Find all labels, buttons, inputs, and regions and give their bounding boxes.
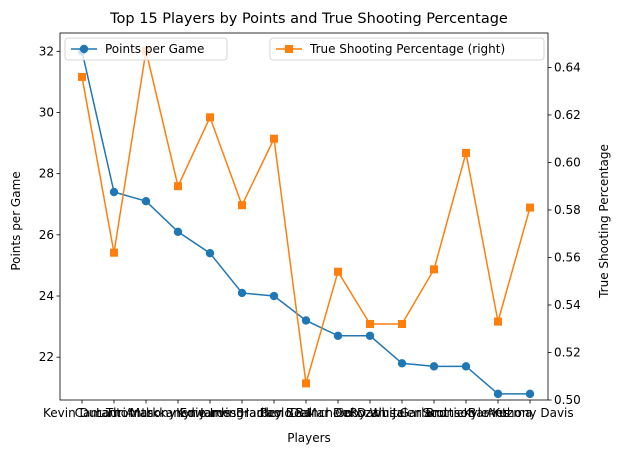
- points-per-game-point: [461, 362, 471, 371]
- x-axis-label: Players: [287, 431, 331, 445]
- right-y-tick-label: 0.50: [554, 393, 581, 407]
- x-tick-label: Darius Garland: [357, 406, 447, 420]
- x-tick-label: Jalen Brunson: [392, 406, 476, 420]
- legend-0: Points per Game: [64, 37, 228, 61]
- right-y-tick-label: 0.64: [554, 60, 581, 74]
- points-per-game-line: [81, 51, 530, 395]
- right-y-tick-label: 0.54: [554, 298, 581, 312]
- x-tick-label: Scottie Barnes: [422, 406, 509, 420]
- x-tick-label: Kyle Kuzma: [464, 406, 533, 420]
- true-shooting-point: [110, 248, 118, 257]
- x-tick-label: Anthony Davis: [486, 406, 573, 420]
- true-shooting-point: [430, 265, 438, 274]
- points-per-game-point: [109, 187, 119, 197]
- true-shooting-point: [78, 72, 86, 81]
- left-y-tick-label: 26: [39, 228, 54, 242]
- x-tick-label: Kyrie Irving: [176, 406, 244, 420]
- legend-marker: [285, 45, 293, 53]
- x-tick-label: Kevin Durant: [43, 406, 121, 420]
- points-per-game-point: [429, 362, 439, 371]
- left-y-tick-label: 32: [39, 44, 54, 58]
- points-per-game-point: [173, 227, 183, 236]
- true-shooting-point: [366, 319, 374, 328]
- points-per-game-point: [333, 331, 343, 340]
- points-per-game-point: [237, 288, 247, 298]
- x-tick-label: Cam Thomas: [75, 406, 154, 420]
- right-y-tick-label: 0.56: [554, 250, 581, 264]
- x-tick-label: James Harden: [199, 406, 284, 420]
- points-per-game-point: [397, 359, 407, 368]
- points-per-game-point: [493, 389, 503, 399]
- x-tick-label: Bradley Beal: [236, 406, 312, 420]
- points-per-game-point: [301, 316, 311, 325]
- left-y-tick-label: 30: [39, 106, 54, 120]
- right-y-tick-label: 0.62: [554, 108, 581, 122]
- chart-title: Top 15 Players by Points and True Shooti…: [109, 11, 508, 27]
- points-per-game-point: [205, 249, 215, 258]
- true-shooting-point: [206, 113, 214, 122]
- points-per-game-point: [525, 389, 535, 399]
- true-shooting-point: [494, 317, 502, 326]
- points-per-game-point: [269, 291, 279, 301]
- true-shooting-point: [398, 319, 406, 328]
- right-y-tick-label: 0.60: [554, 155, 581, 169]
- points-per-game-point: [365, 331, 375, 340]
- true-shooting-point: [238, 201, 246, 210]
- right-y-tick-label: 0.58: [554, 203, 581, 217]
- true-shooting-point: [302, 379, 310, 388]
- left-y-axis-label: Points per Game: [9, 171, 23, 270]
- legend-marker: [79, 44, 89, 54]
- true-shooting-point: [462, 148, 470, 157]
- plot-frame: [59, 32, 549, 401]
- true-shooting-line: [81, 50, 531, 384]
- left-y-tick-label: 22: [39, 350, 54, 364]
- x-tick-label: Paolo Banchero: [260, 406, 353, 420]
- legend-label: Points per Game: [105, 42, 204, 56]
- true-shooting-point: [174, 182, 182, 191]
- true-shooting-point: [526, 203, 534, 212]
- legend-box: [64, 37, 228, 61]
- left-y-tick-label: 28: [39, 167, 54, 181]
- x-tick-label: Anthony Edwards: [126, 406, 231, 420]
- legend-1: True Shooting Percentage (right): [269, 37, 545, 61]
- left-y-tick-label: 24: [39, 289, 54, 303]
- legend-label: True Shooting Percentage (right): [309, 42, 505, 56]
- points-per-game-point: [141, 197, 151, 206]
- true-shooting-point: [334, 267, 342, 276]
- x-tick-label: Lauri Markkanen: [96, 406, 196, 420]
- right-y-tick-label: 0.52: [554, 345, 581, 359]
- x-tick-label: Coby White: [335, 406, 404, 420]
- right-y-axis-label: True Shooting Percentage: [597, 144, 611, 299]
- true-shooting-point: [270, 134, 278, 143]
- x-tick-label: DeMar DeRozan: [290, 406, 386, 420]
- legend-box: [269, 37, 545, 61]
